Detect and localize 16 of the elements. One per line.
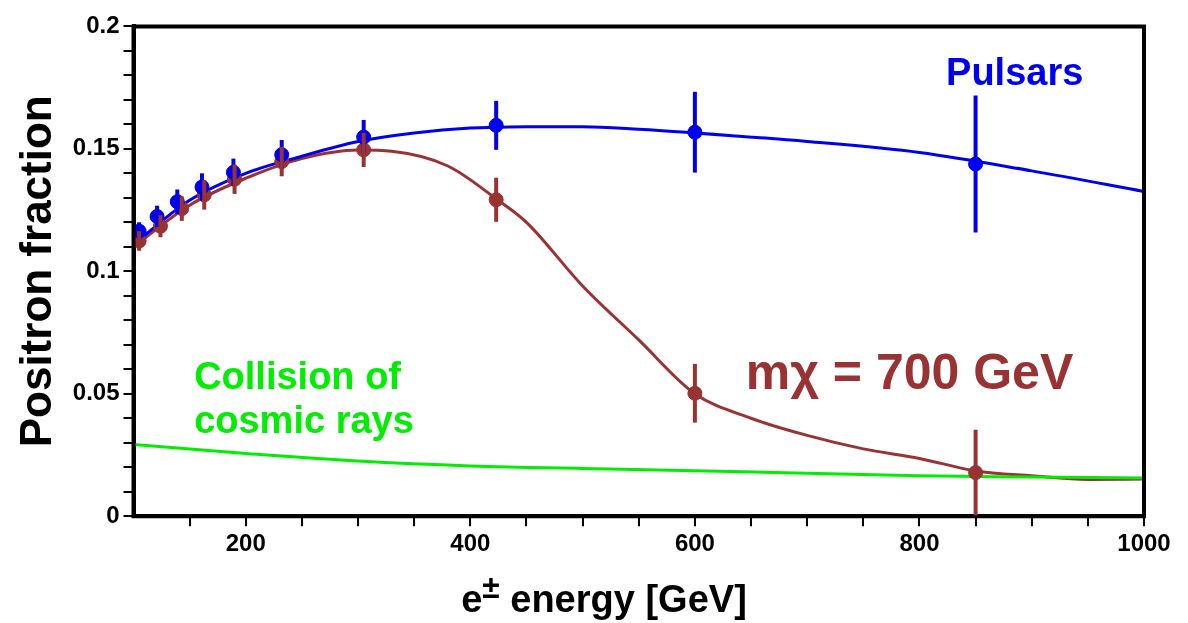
- y-axis-title: Positron fraction: [10, 95, 60, 448]
- y-tick-label: 0: [106, 500, 120, 528]
- series-label: Pulsars: [946, 51, 1084, 94]
- x-tick-label: 600: [674, 529, 715, 557]
- x-tick-label: 400: [450, 529, 491, 557]
- x-tick-label: 800: [899, 529, 940, 557]
- series-label: Collision of cosmic rays: [194, 354, 414, 441]
- series-label: mχ = 700 GeV: [745, 343, 1074, 400]
- y-tick-label: 0.05: [72, 378, 120, 406]
- y-tick-label: 0.1: [86, 255, 120, 283]
- y-tick-label: 0.15: [72, 133, 120, 161]
- line-series: [133, 442, 1144, 480]
- x-tick-label: 1000: [1117, 529, 1171, 557]
- x-tick-label: 200: [225, 529, 266, 557]
- y-tick-label: 0.2: [86, 11, 120, 39]
- x-axis-title: e$^{±}$ energy [GeV]: [460, 568, 748, 622]
